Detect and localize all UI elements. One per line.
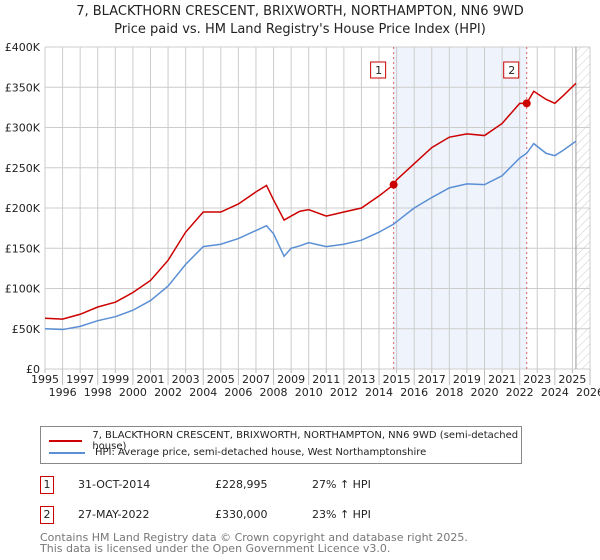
legend: 7, BLACKTHORN CRESCENT, BRIXWORTH, NORTH…	[40, 426, 522, 464]
legend-item-hpi: HPI: Average price, semi-detached house,…	[49, 447, 426, 458]
sale-marker: 2	[40, 506, 54, 524]
x-tick-label: 1998	[84, 386, 112, 399]
x-tick-label: 2020	[471, 386, 499, 399]
x-tick-label: 2021	[488, 373, 516, 386]
x-tick-label: 2006	[224, 386, 252, 399]
x-tick-label: 2008	[260, 386, 288, 399]
x-tick-label: 2003	[172, 373, 200, 386]
chart: 1995199619971998199920002001200220032004…	[5, 41, 600, 399]
y-tick-label: £150K	[5, 242, 41, 255]
footer-line: This data is licensed under the Open Gov…	[40, 542, 391, 555]
y-tick-label: £300K	[5, 122, 41, 135]
x-tick-label: 2004	[189, 386, 217, 399]
x-tick-label: 1997	[66, 373, 94, 386]
x-tick-label: 1995	[31, 373, 59, 386]
sale-date: 31-OCT-2014	[78, 478, 151, 491]
x-tick-label: 2015	[383, 373, 411, 386]
x-tick-label: 2017	[418, 373, 446, 386]
x-tick-label: 2010	[295, 386, 323, 399]
sale-hpi: 23% ↑ HPI	[312, 508, 371, 521]
x-tick-label: 2012	[330, 386, 358, 399]
x-tick-label: 1996	[49, 386, 77, 399]
annotation-box	[503, 61, 520, 79]
sale-point	[522, 99, 531, 108]
series-line	[44, 140, 577, 331]
x-tick-label: 2026	[576, 386, 600, 399]
annotation-box	[370, 61, 387, 79]
y-tick-label: £0	[26, 363, 40, 376]
x-tick-label: 2024	[541, 386, 569, 399]
sale-row: 1 31-OCT-2014 £228,995 27% ↑ HPI	[40, 476, 440, 494]
sale-date: 27-MAY-2022	[78, 508, 150, 521]
sale-row: 2 27-MAY-2022 £330,000 23% ↑ HPI	[40, 506, 440, 524]
x-tick-label: 2016	[400, 386, 428, 399]
title: 7, BLACKTHORN CRESCENT, BRIXWORTH, NORTH…	[76, 4, 524, 19]
x-tick-label: 2013	[347, 373, 375, 386]
series-line	[44, 82, 577, 320]
x-tick-label: 2000	[119, 386, 147, 399]
legend-swatch	[49, 451, 85, 454]
y-tick-label: £200K	[5, 202, 41, 215]
y-tick-label: £400K	[5, 41, 41, 54]
sale-price: £330,000	[215, 508, 268, 521]
annotation-label: 1	[375, 64, 382, 77]
subtitle: Price paid vs. HM Land Registry's House …	[114, 22, 486, 37]
x-tick-label: 2001	[136, 373, 164, 386]
y-tick-label: £100K	[5, 283, 41, 296]
annotation-label: 2	[508, 64, 515, 77]
x-tick-label: 2009	[277, 373, 305, 386]
x-tick-label: 2005	[207, 373, 235, 386]
legend-label: HPI: Average price, semi-detached house,…	[95, 447, 427, 458]
x-tick-label: 1999	[101, 373, 129, 386]
sale-price: £228,995	[215, 478, 268, 491]
chart-title: 7, BLACKTHORN CRESCENT, BRIXWORTH, NORTH…	[0, 3, 600, 39]
x-tick-label: 2014	[365, 386, 393, 399]
x-tick-label: 2023	[523, 373, 551, 386]
footer-line: Contains HM Land Registry data © Crown c…	[40, 531, 468, 544]
legend-item-property: 7, BLACKTHORN CRESCENT, BRIXWORTH, NORTH…	[49, 430, 521, 452]
y-tick-label: £50K	[12, 323, 41, 336]
x-tick-label: 2011	[312, 373, 340, 386]
x-tick-label: 2002	[154, 386, 182, 399]
x-tick-label: 2018	[435, 386, 463, 399]
footer: Contains HM Land Registry data © Crown c…	[40, 532, 468, 554]
legend-label: 7, BLACKTHORN CRESCENT, BRIXWORTH, NORTH…	[92, 430, 519, 452]
sale-point	[389, 180, 398, 189]
y-tick-label: £250K	[5, 162, 41, 175]
sale-marker: 1	[40, 476, 54, 494]
x-tick-label: 2007	[242, 373, 270, 386]
legend-swatch	[49, 440, 83, 442]
x-tick-label: 2022	[506, 386, 534, 399]
y-tick-label: £350K	[5, 81, 41, 94]
x-tick-label: 2025	[558, 373, 586, 386]
x-tick-label: 2019	[453, 373, 481, 386]
sale-hpi: 27% ↑ HPI	[312, 478, 371, 491]
